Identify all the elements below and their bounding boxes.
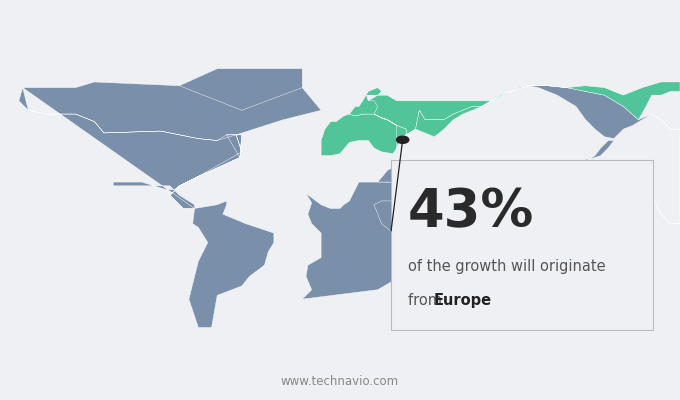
- Text: 43%: 43%: [408, 186, 534, 238]
- Polygon shape: [381, 82, 680, 148]
- Text: of the growth will originate: of the growth will originate: [408, 259, 606, 274]
- Polygon shape: [374, 86, 680, 233]
- Polygon shape: [321, 114, 406, 156]
- Polygon shape: [582, 140, 614, 165]
- Text: from: from: [408, 293, 447, 308]
- Text: Europe: Europe: [434, 293, 492, 308]
- Polygon shape: [189, 201, 274, 328]
- Polygon shape: [556, 246, 627, 295]
- Polygon shape: [369, 95, 491, 135]
- Polygon shape: [302, 182, 423, 299]
- Text: www.technavio.com: www.technavio.com: [281, 375, 399, 388]
- Polygon shape: [180, 69, 302, 110]
- Polygon shape: [350, 88, 387, 120]
- Polygon shape: [19, 69, 321, 208]
